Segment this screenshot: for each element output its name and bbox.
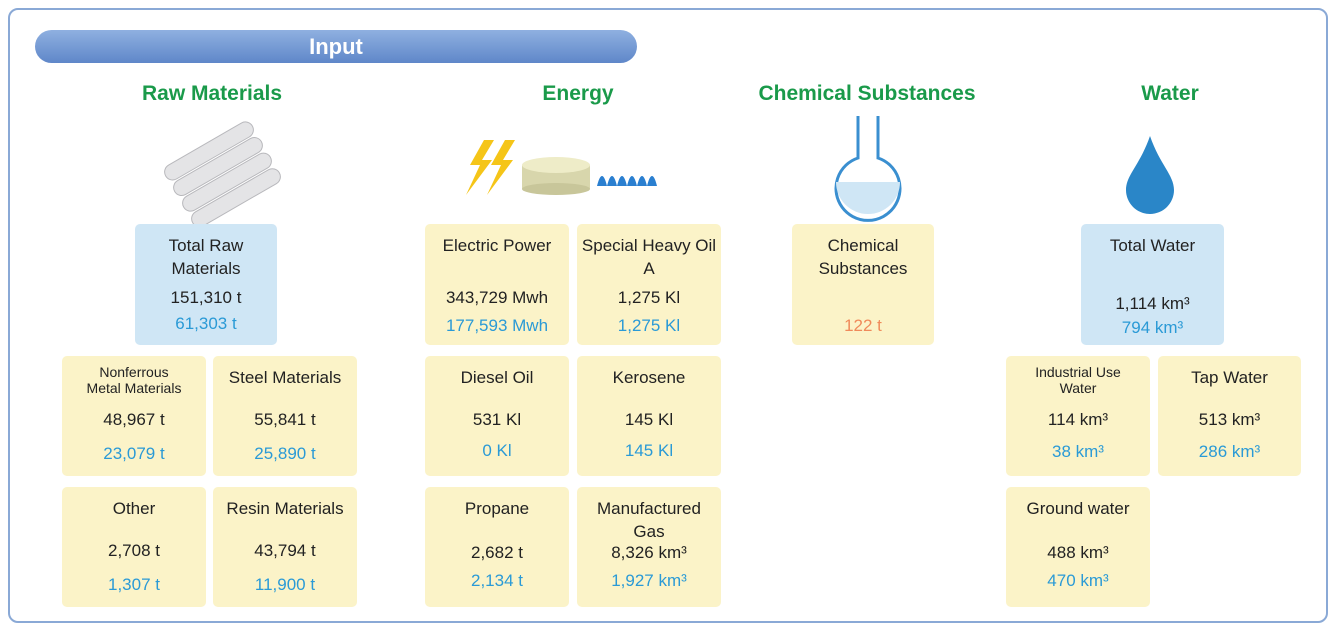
item-amount: 2,708 t (66, 541, 202, 561)
item-box: Tap Water 513 km³ 286 km³ (1158, 356, 1301, 476)
item-label: Manufactured Gas (581, 497, 717, 543)
pipes-icon (162, 119, 284, 230)
item-amount: 1,275 Kl (581, 288, 717, 308)
item-amount: 1,114 km³ (1085, 294, 1220, 314)
item-amount-secondary: 0 Kl (429, 441, 565, 461)
item-amount-secondary: 145 Kl (581, 441, 717, 461)
item-amount: 488 km³ (1010, 543, 1146, 563)
item-amount: 151,310 t (139, 288, 273, 308)
item-label: Chemical Substances (796, 234, 930, 280)
section-title: Chemical Substances (717, 82, 1017, 106)
item-amount-secondary: 25,890 t (217, 444, 353, 464)
item-amount-secondary: 1,927 km³ (581, 571, 717, 591)
item-box: Propane 2,682 t 2,134 t (425, 487, 569, 607)
item-amount: 55,841 t (217, 410, 353, 430)
item-box: Ground water 488 km³ 470 km³ (1006, 487, 1150, 607)
section-title: Energy (428, 82, 728, 106)
item-label: Steel Materials (217, 366, 353, 389)
item-label: Nonferrous Metal Materials (82, 364, 186, 396)
item-amount-secondary: 177,593 Mwh (429, 316, 565, 336)
item-box: Chemical Substances 122 t (792, 224, 934, 345)
item-amount-secondary: 38 km³ (1010, 442, 1146, 462)
item-amount-secondary: 470 km³ (1010, 571, 1146, 591)
item-label: Other (66, 497, 202, 520)
item-label: Total Raw Materials (139, 234, 273, 280)
item-box: Resin Materials 43,794 t 11,900 t (213, 487, 357, 607)
item-amount: 48,967 t (66, 410, 202, 430)
item-box: Diesel Oil 531 Kl 0 Kl (425, 356, 569, 476)
item-box: Total Water 1,114 km³ 794 km³ (1081, 224, 1224, 345)
item-label: Electric Power (429, 234, 565, 257)
item-amount: 43,794 t (217, 541, 353, 561)
energy-icon (466, 140, 657, 195)
item-label: Propane (429, 497, 565, 520)
item-amount-secondary: 286 km³ (1162, 442, 1297, 462)
item-label: Diesel Oil (429, 366, 565, 389)
item-amount-secondary: 122 t (796, 316, 930, 336)
item-amount-secondary: 23,079 t (66, 444, 202, 464)
item-box: Industrial Use Water 114 km³ 38 km³ (1006, 356, 1150, 476)
item-amount-secondary: 1,275 Kl (581, 316, 717, 336)
item-box: Kerosene 145 Kl 145 Kl (577, 356, 721, 476)
item-label: Kerosene (581, 366, 717, 389)
item-label: Industrial Use Water (1026, 364, 1130, 396)
item-label: Resin Materials (217, 497, 353, 520)
item-amount: 343,729 Mwh (429, 288, 565, 308)
item-box: Nonferrous Metal Materials 48,967 t 23,079… (62, 356, 206, 476)
water-drop-icon (1126, 136, 1174, 214)
item-label: Tap Water (1162, 366, 1297, 389)
item-amount: 8,326 km³ (581, 543, 717, 563)
item-amount-secondary: 11,900 t (217, 575, 353, 595)
item-amount: 531 Kl (429, 410, 565, 430)
item-amount-secondary: 61,303 t (139, 314, 273, 334)
item-amount-secondary: 794 km³ (1085, 318, 1220, 338)
item-amount: 145 Kl (581, 410, 717, 430)
item-box: Total Raw Materials 151,310 t 61,303 t (135, 224, 277, 345)
section-title: Raw Materials (62, 82, 362, 106)
item-label: Ground water (1010, 497, 1146, 520)
section-title: Water (1020, 82, 1320, 106)
item-amount: 513 km³ (1162, 410, 1297, 430)
item-amount-secondary: 1,307 t (66, 575, 202, 595)
item-amount-secondary: 2,134 t (429, 571, 565, 591)
item-box: Other 2,708 t 1,307 t (62, 487, 206, 607)
item-box: Electric Power 343,729 Mwh 177,593 Mwh (425, 224, 569, 345)
flask-icon (836, 116, 900, 220)
page: Input Raw MaterialsTotal Raw Materials15… (0, 0, 1337, 633)
item-amount: 2,682 t (429, 543, 565, 563)
item-box: Steel Materials 55,841 t 25,890 t (213, 356, 357, 476)
item-label: Total Water (1085, 234, 1220, 257)
item-label: Special Heavy Oil A (581, 234, 717, 280)
item-box: Special Heavy Oil A 1,275 Kl 1,275 Kl (577, 224, 721, 345)
item-amount: 114 km³ (1010, 410, 1146, 430)
